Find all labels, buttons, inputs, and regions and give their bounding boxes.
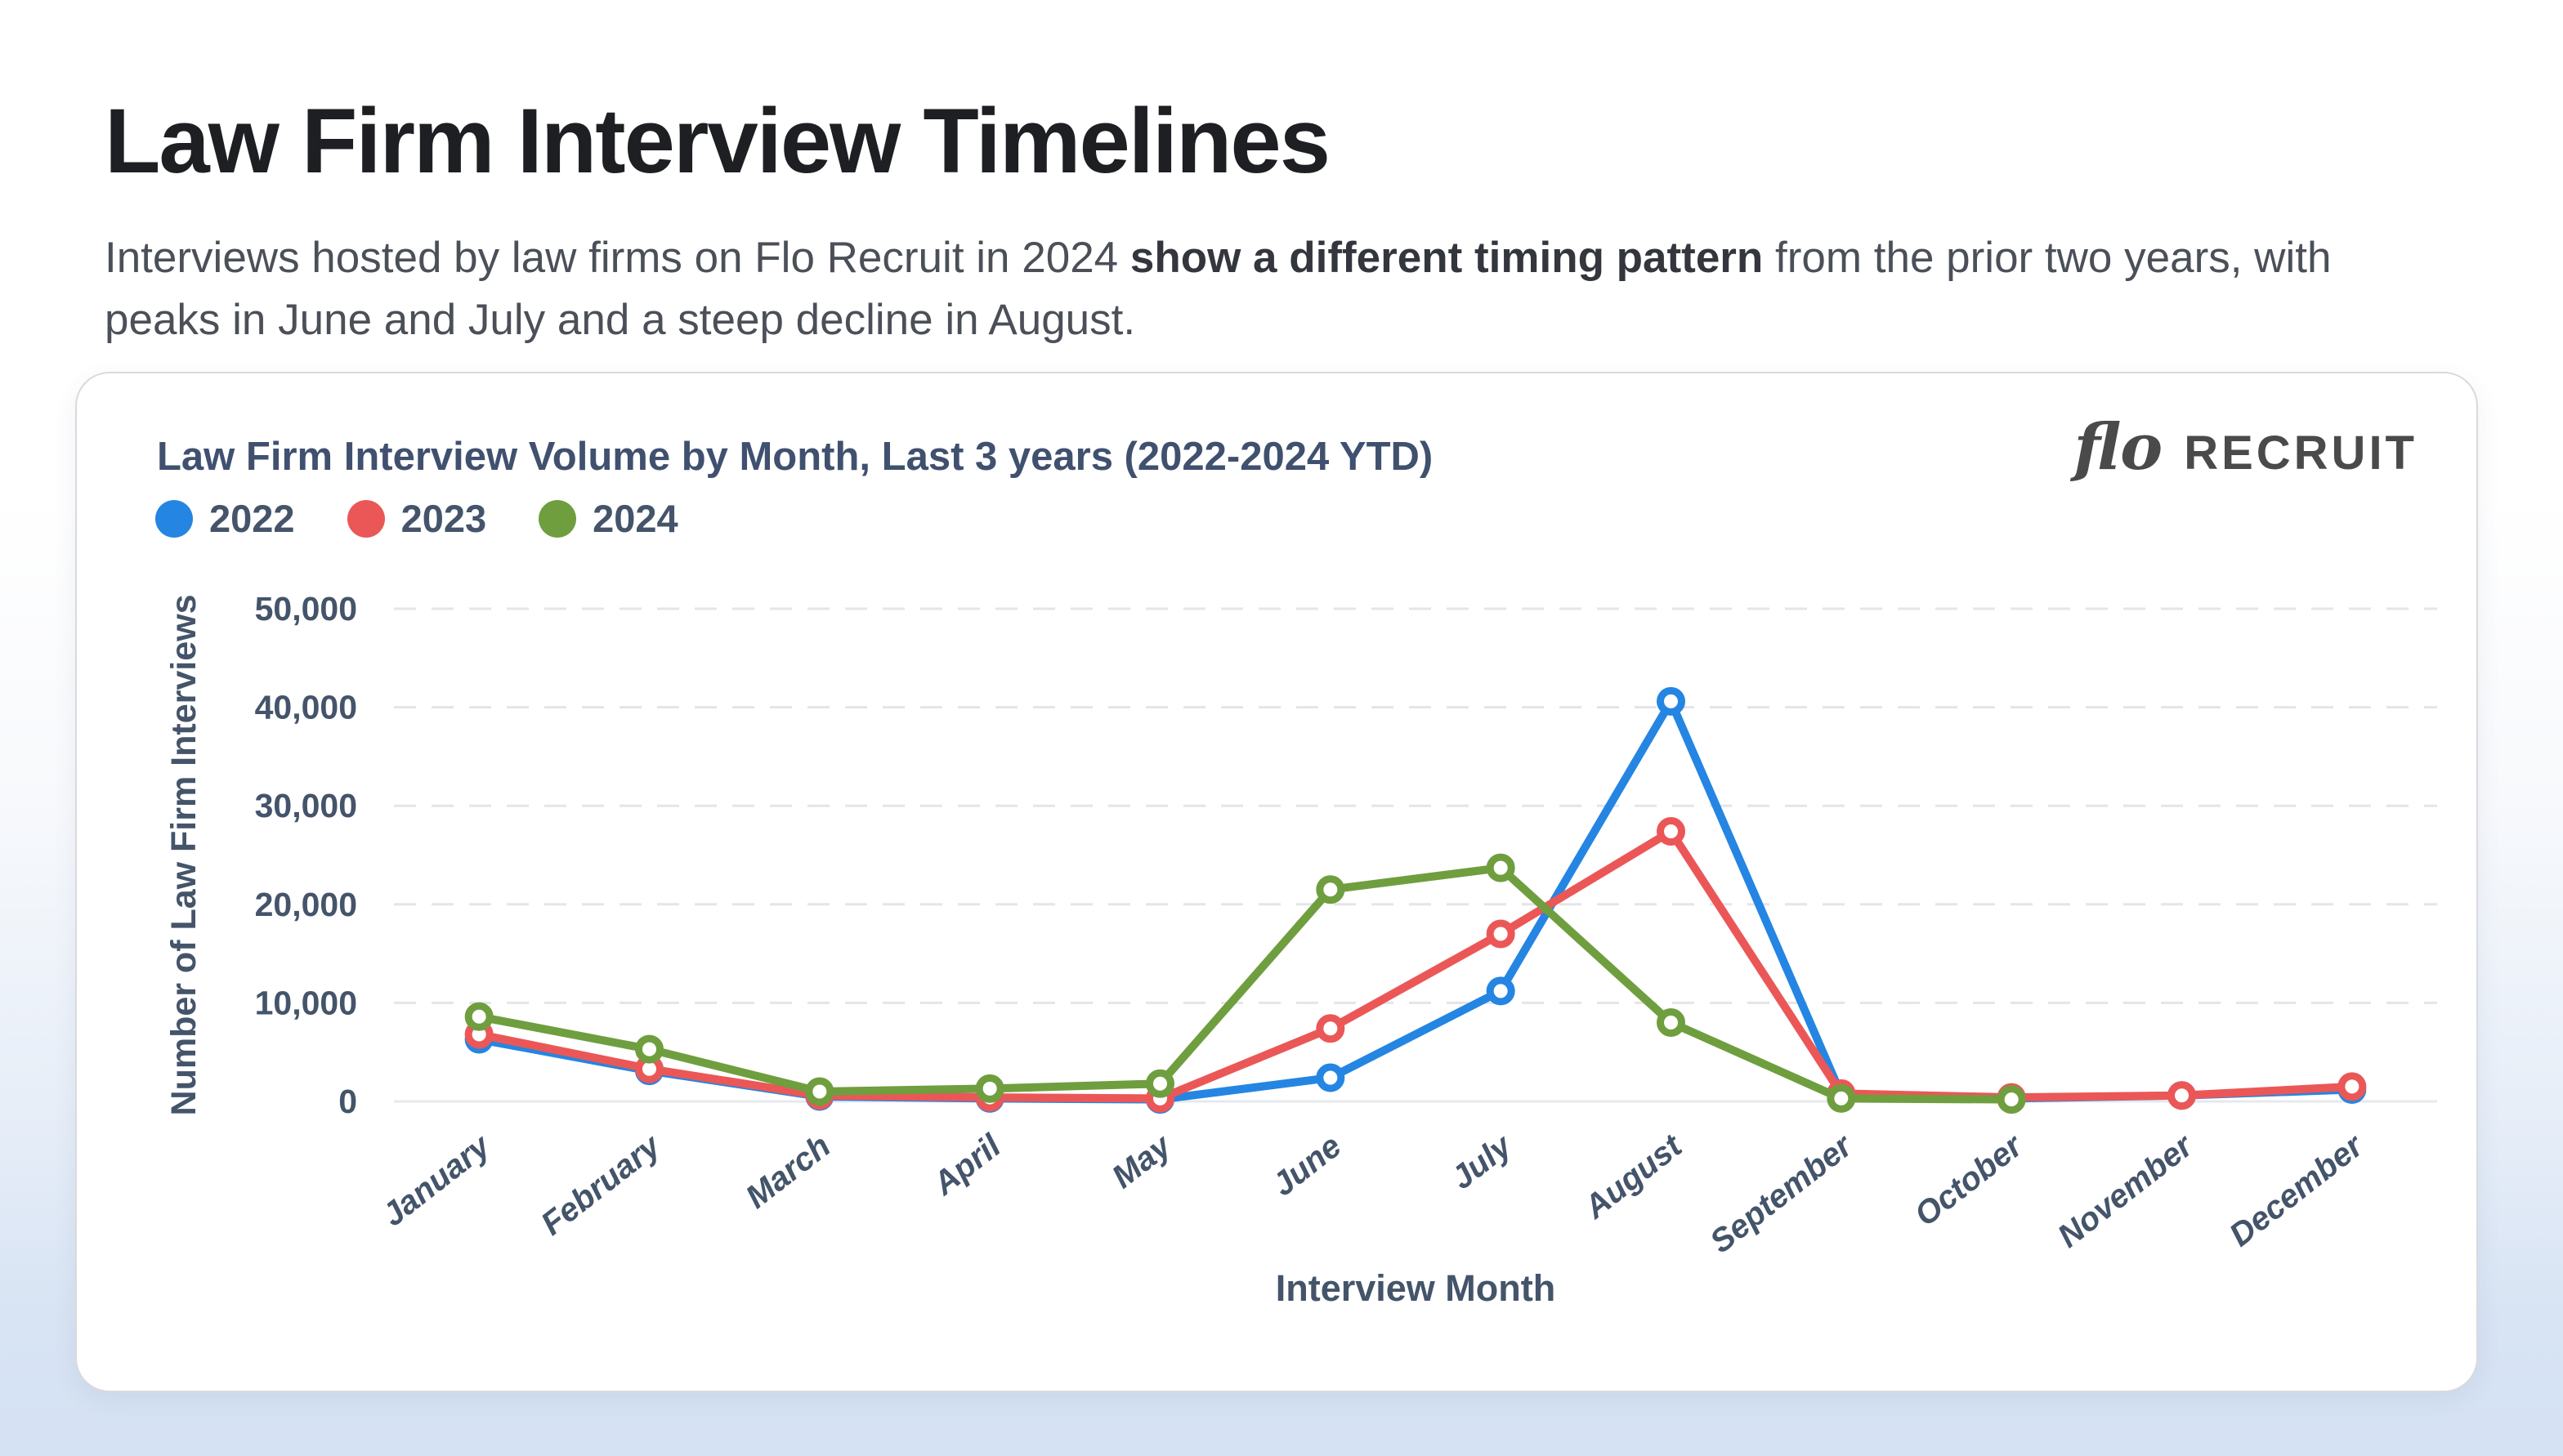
x-axis-tick-label: January — [376, 1127, 498, 1233]
flo-logo-script: flo — [2073, 410, 2163, 485]
data-point-2023 — [1657, 817, 1685, 846]
series-2022 — [464, 686, 2367, 1114]
subtitle-text: Interviews hosted by law firms on Flo Re… — [105, 234, 1130, 282]
data-point-2024 — [1146, 1069, 1174, 1098]
x-axis-tick-label: April — [926, 1128, 1008, 1203]
data-point-2024 — [805, 1077, 834, 1106]
chart-title: Law Firm Interview Volume by Month, Last… — [157, 435, 1434, 479]
x-axis-tick-label: May — [1106, 1127, 1179, 1195]
recruit-wordmark: RECRUIT — [2184, 427, 2418, 480]
chart-card: Law Firm Interview Volume by Month, Last… — [75, 372, 2478, 1392]
data-point-2024 — [1827, 1083, 1856, 1113]
flo-recruit-logo: flo RECRUIT — [2073, 416, 2418, 480]
series-line-2023 — [475, 827, 2356, 1103]
y-axis-title: Number of Law Firm Interviews — [164, 595, 204, 1116]
legend-label: 2022 — [209, 497, 295, 540]
legend-label: 2024 — [593, 497, 678, 540]
y-axis-tick-label: 50,000 — [255, 590, 357, 628]
x-axis-tick-label: December — [2223, 1127, 2371, 1253]
x-axis-tick-labels: January February March April May June July Augu… — [376, 1127, 2372, 1260]
legend-item-2023: 2023 — [347, 496, 487, 541]
x-axis-tick-label: August — [1577, 1127, 1690, 1226]
y-axis-tick-label: 0 — [338, 1083, 357, 1120]
line-chart: 0 10,000 20,000 30,000 40,000 50,000 January Fe… — [124, 565, 2462, 1358]
page-title: Law Firm Interview Timelines — [105, 90, 1331, 192]
chart-legend: 2022 2023 2024 — [155, 496, 678, 541]
data-point-2024 — [635, 1034, 664, 1064]
legend-item-2022: 2022 — [155, 496, 295, 541]
x-axis-tick-label: July — [1445, 1127, 1520, 1196]
data-point-2023 — [2337, 1072, 2367, 1101]
data-point-2024 — [975, 1074, 1004, 1103]
x-axis-tick-label: March — [739, 1128, 837, 1215]
data-point-2024 — [1486, 853, 1515, 882]
y-axis-tick-label: 20,000 — [255, 886, 357, 923]
data-point-2022 — [1486, 976, 1515, 1006]
x-axis-tick-label: June — [1266, 1128, 1349, 1203]
legend-dot-2024 — [539, 499, 577, 538]
page-subtitle: Interviews hosted by law firms on Flo Re… — [105, 227, 2426, 351]
data-point-2022 — [1657, 686, 1685, 716]
subtitle-text-tail: from the prior two years, with peaks in … — [105, 234, 2332, 344]
data-point-2024 — [464, 1002, 494, 1031]
series-line-2022 — [475, 697, 2356, 1104]
data-point-2024 — [1657, 1008, 1685, 1038]
data-point-2023 — [1316, 1014, 1345, 1043]
x-axis-tick-label: September — [1703, 1127, 1860, 1260]
data-point-2023 — [1486, 919, 1515, 949]
x-axis-title: Interview Month — [1276, 1267, 1556, 1309]
x-axis-tick-label: February — [535, 1127, 668, 1242]
x-axis-tick-label: October — [1908, 1127, 2031, 1234]
data-point-2023 — [2167, 1081, 2196, 1110]
series-2024 — [464, 853, 2026, 1114]
x-axis-tick-label: November — [2051, 1127, 2201, 1255]
gridlines: 0 10,000 20,000 30,000 40,000 50,000 — [255, 590, 2437, 1120]
data-point-2022 — [1316, 1063, 1345, 1092]
legend-dot-2023 — [347, 499, 385, 538]
data-point-2024 — [1316, 875, 1345, 904]
legend-label: 2023 — [400, 497, 487, 540]
series-2023 — [464, 817, 2367, 1113]
data-point-2024 — [1997, 1085, 2026, 1114]
y-axis-tick-label: 30,000 — [255, 787, 357, 824]
subtitle-bold-text: show a different timing pattern — [1129, 234, 1764, 282]
legend-dot-2022 — [155, 499, 193, 538]
legend-item-2024: 2024 — [539, 496, 678, 541]
y-axis-tick-label: 10,000 — [255, 984, 357, 1021]
series-line-2024 — [475, 864, 2016, 1104]
y-axis-tick-label: 40,000 — [255, 689, 357, 726]
